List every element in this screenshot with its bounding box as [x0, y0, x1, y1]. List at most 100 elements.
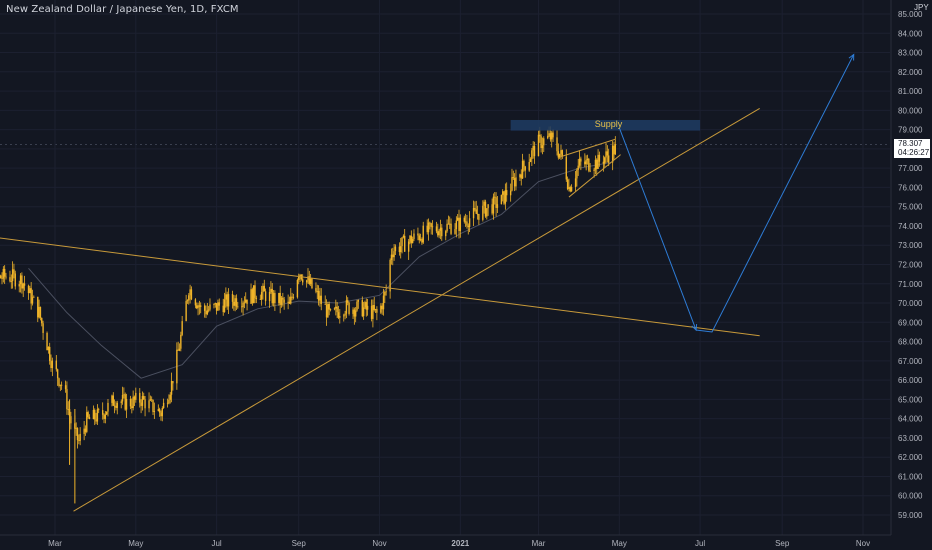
candle-body — [133, 396, 136, 400]
candle-body — [384, 292, 386, 296]
candle-body — [382, 295, 385, 310]
price-tick-label: 75.000 — [898, 203, 923, 212]
candle-body — [307, 276, 309, 281]
candle-body — [392, 254, 394, 258]
price-tick-label: 71.000 — [898, 280, 923, 289]
candle-body — [94, 409, 96, 420]
price-axis[interactable]: 59.000 60.000 61.000 62.000 63.000 64.000 65.0… — [898, 10, 923, 520]
candle-body — [98, 409, 100, 411]
candle-body — [157, 409, 160, 412]
candle-body — [445, 231, 447, 237]
candle-body — [188, 295, 190, 301]
candle-body — [604, 157, 606, 164]
candle-body — [242, 302, 244, 308]
candle-body — [115, 405, 117, 408]
candle-body — [246, 299, 248, 304]
candle-body — [598, 154, 601, 162]
candle-body — [140, 402, 142, 406]
candle-body — [464, 221, 467, 223]
candle-body — [335, 306, 337, 309]
candle-body — [611, 145, 614, 163]
candle-body — [356, 301, 358, 311]
candle-body — [58, 378, 60, 386]
candle-body — [418, 235, 420, 241]
candle-body — [512, 177, 515, 179]
candle-body — [88, 416, 91, 420]
time-tick-label: Nov — [372, 539, 386, 548]
candle-body — [584, 161, 586, 165]
candle-body — [205, 310, 207, 315]
wedge-upper-line — [560, 138, 616, 158]
price-tick-label: 65.000 — [898, 395, 923, 404]
candle-body — [112, 395, 114, 406]
candle-body — [381, 305, 383, 310]
candle-body — [287, 301, 289, 303]
candle-body — [70, 416, 72, 424]
candle-body — [407, 241, 410, 252]
candle-body — [37, 296, 39, 318]
price-tick-label: 62.000 — [898, 453, 923, 462]
time-tick-label: Sep — [292, 539, 307, 548]
candle-body — [439, 227, 442, 231]
candle-body — [557, 151, 560, 158]
candle-body — [549, 133, 552, 140]
candle-body — [113, 405, 116, 407]
candle-body — [336, 306, 338, 313]
candle-body — [430, 223, 432, 227]
candle-body — [1, 278, 3, 280]
candle-body — [315, 288, 317, 292]
candle-body — [494, 196, 496, 198]
candle-body — [290, 296, 292, 304]
candle-body — [41, 317, 43, 324]
time-tick-label: Mar — [532, 539, 546, 548]
time-tick-label: Mar — [48, 539, 62, 548]
candle-body — [374, 309, 377, 310]
candle-body — [376, 309, 378, 313]
candle-body — [585, 160, 587, 165]
candle-body — [60, 384, 63, 386]
candle-body — [19, 275, 22, 285]
candle-body — [178, 348, 181, 351]
price-tick-label: 70.000 — [898, 299, 923, 308]
candle-body — [215, 303, 218, 311]
candle-body — [197, 305, 199, 309]
candle-body — [132, 396, 134, 408]
candle-body — [441, 227, 443, 237]
time-tick-label: Sep — [775, 539, 790, 548]
candle-body — [532, 145, 534, 151]
time-axis[interactable]: Mar May Jul Sep Nov 2021 Mar May Jul Sep Nov — [48, 539, 870, 548]
candle-body — [194, 299, 197, 306]
candle-body — [55, 360, 58, 370]
price-tick-label: 68.000 — [898, 338, 923, 347]
candle-body — [189, 289, 191, 296]
candle-body — [401, 237, 403, 247]
candle-body — [30, 288, 32, 304]
candle-body — [254, 285, 256, 298]
candle-body — [272, 292, 275, 304]
candle-body — [427, 222, 430, 233]
candle-body — [596, 159, 598, 169]
candle-body — [561, 150, 564, 157]
candle-body — [64, 385, 67, 390]
candle-body — [586, 158, 589, 161]
candle-body — [38, 306, 40, 318]
candle-body — [218, 302, 220, 306]
candle-body — [160, 412, 162, 417]
candle-body — [389, 259, 391, 292]
candle-body — [51, 360, 54, 369]
time-tick-label: Nov — [856, 539, 870, 548]
candle-body — [426, 225, 428, 233]
candle-body — [344, 313, 346, 316]
candle-body — [250, 289, 252, 304]
candle-body — [520, 174, 522, 179]
candle-body — [393, 251, 395, 258]
bar-countdown: 04:26:27 — [898, 148, 930, 157]
candle-body — [207, 309, 210, 311]
candle-body — [588, 158, 590, 171]
candle-body — [251, 289, 254, 304]
candle-body — [274, 292, 276, 303]
candle-body — [484, 201, 487, 217]
candle-body — [234, 298, 236, 306]
symbol-title: New Zealand Dollar / Japanese Yen, 1D, F… — [6, 4, 239, 15]
